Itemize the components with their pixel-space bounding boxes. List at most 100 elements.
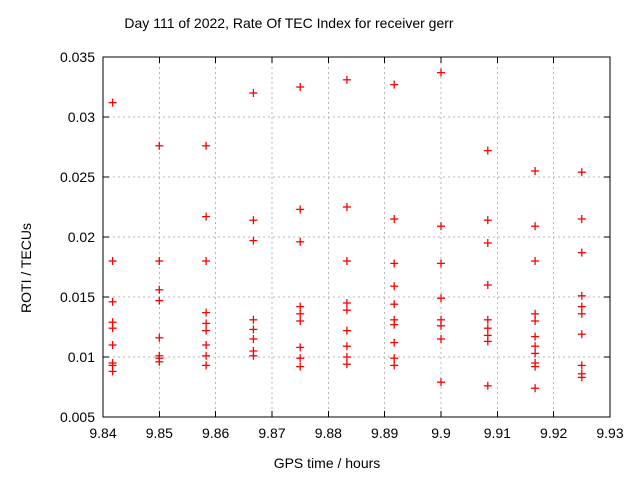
data-point-marker	[296, 205, 305, 214]
x-tick-label: 9.9	[431, 425, 451, 441]
data-point-marker	[577, 215, 586, 223]
data-point-marker	[531, 362, 540, 371]
data-point-marker	[108, 257, 117, 265]
y-tick-label: 0.02	[68, 229, 95, 245]
data-point-marker	[202, 319, 211, 328]
x-tick-label: 9.88	[315, 425, 342, 441]
data-point-marker	[531, 349, 540, 358]
data-point-marker	[390, 282, 399, 291]
data-point-marker	[249, 89, 258, 97]
x-tick-label: 9.93	[596, 425, 623, 441]
data-point-marker	[390, 361, 399, 370]
data-point-marker	[202, 361, 211, 370]
data-point-marker	[296, 302, 305, 311]
data-point-marker	[531, 257, 540, 265]
data-point-marker	[483, 381, 492, 390]
data-point-marker	[249, 315, 258, 324]
x-tick-label: 9.86	[202, 425, 229, 441]
data-point-marker	[155, 141, 164, 150]
data-point-marker	[577, 330, 586, 339]
data-point-marker	[390, 354, 399, 363]
data-point-marker	[577, 168, 586, 177]
data-point-marker	[531, 309, 540, 318]
data-point-marker	[202, 326, 211, 335]
data-point-marker	[437, 259, 445, 268]
y-tick-label: 0.01	[68, 349, 95, 365]
data-point-marker	[483, 146, 492, 155]
data-point-marker	[155, 285, 164, 294]
data-point-marker	[296, 362, 305, 371]
data-point-marker	[202, 341, 211, 349]
y-axis-label: ROTI / TECUs	[18, 223, 34, 313]
data-point-marker	[531, 317, 540, 325]
data-point-marker	[437, 222, 445, 231]
y-tick-label: 0.015	[60, 289, 95, 305]
data-point-marker	[342, 306, 351, 315]
x-tick-label: 9.84	[89, 425, 116, 441]
data-point-marker	[531, 342, 540, 351]
data-point-marker	[202, 308, 211, 317]
data-point-marker	[342, 257, 351, 265]
y-tick-label: 0.025	[60, 169, 95, 185]
data-point-marker	[249, 325, 258, 334]
data-point-marker	[531, 167, 540, 175]
data-point-marker	[390, 320, 399, 329]
data-point-marker	[390, 338, 399, 347]
data-point-marker	[108, 341, 117, 349]
x-tick-label: 9.91	[484, 425, 511, 441]
data-point-marker	[342, 75, 351, 84]
data-point-marker	[390, 259, 399, 268]
data-point-marker	[342, 326, 351, 335]
data-point-marker	[342, 342, 351, 351]
data-point-marker	[108, 297, 117, 306]
data-point-marker	[577, 302, 586, 311]
data-point-marker	[342, 203, 351, 211]
data-point-marker	[155, 257, 164, 265]
data-point-marker	[202, 257, 211, 265]
data-point-marker	[577, 291, 586, 300]
data-point-marker	[342, 353, 351, 361]
data-point-marker	[108, 324, 117, 333]
data-point-marker	[437, 294, 445, 303]
plot-border	[102, 56, 611, 418]
y-tick-label: 0.005	[60, 409, 95, 425]
data-point-marker	[296, 354, 305, 363]
data-point-marker	[531, 222, 540, 231]
data-point-marker	[296, 237, 305, 246]
data-point-marker	[155, 333, 164, 342]
data-point-marker	[296, 317, 305, 325]
data-point-marker	[342, 299, 351, 307]
x-tick-label: 9.92	[540, 425, 567, 441]
data-point-marker	[155, 357, 164, 366]
data-point-marker	[202, 141, 211, 150]
data-point-marker	[577, 248, 586, 257]
data-point-marker	[437, 378, 445, 387]
data-point-marker	[531, 384, 540, 393]
data-point-marker	[296, 309, 305, 318]
x-tick-label: 9.87	[258, 425, 285, 441]
x-tick-label: 9.85	[146, 425, 173, 441]
data-point-marker	[202, 351, 211, 360]
data-point-marker	[437, 68, 445, 77]
data-point-marker	[390, 80, 399, 89]
x-tick-label: 9.89	[371, 425, 398, 441]
data-point-marker	[155, 296, 164, 305]
data-point-marker	[437, 321, 445, 330]
data-point-marker	[202, 212, 211, 221]
x-axis-label: GPS time / hours	[273, 455, 381, 471]
data-point-marker	[483, 337, 492, 346]
data-point-marker	[483, 239, 492, 247]
data-point-marker	[577, 361, 586, 370]
data-point-marker	[108, 98, 117, 107]
data-point-marker	[249, 236, 258, 245]
data-point-marker	[531, 332, 540, 341]
data-point-marker	[577, 373, 586, 382]
data-point-marker	[249, 351, 258, 360]
data-point-marker	[108, 367, 117, 376]
data-point-marker	[483, 281, 492, 289]
data-point-marker	[296, 343, 305, 352]
data-point-marker	[390, 215, 399, 223]
chart-title: Day 111 of 2022, Rate Of TEC Index for r…	[124, 15, 454, 31]
